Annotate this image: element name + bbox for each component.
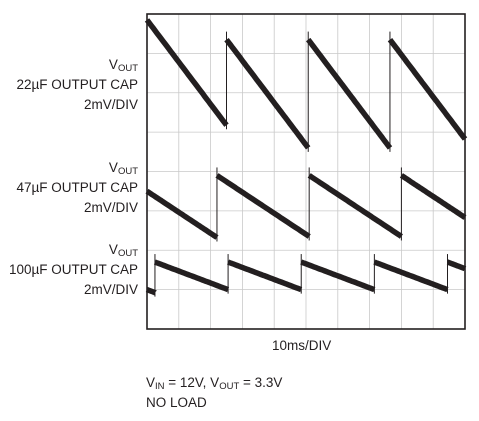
trace-2 [145, 167, 467, 242]
trace-label-vout-sub: OUT [117, 248, 138, 259]
conditions-line-1: VIN = 12V, VOUT = 3.3V [146, 375, 282, 395]
trace-segment [387, 37, 468, 141]
trace-segment [300, 259, 376, 293]
trace-segment [307, 173, 403, 239]
trace-label-vout: V [108, 160, 118, 175]
trace-label-scale: 2mV/DIV [83, 97, 138, 112]
trace-segment [306, 37, 393, 150]
trace-segment [227, 259, 303, 293]
cond-vout-value: = 3.3V [239, 375, 283, 390]
x-axis-label: 10ms/DIV [272, 338, 332, 353]
cond-vout: = 12V, V [164, 375, 220, 390]
trace-segment [144, 18, 229, 127]
trace-1 [144, 18, 468, 152]
cond-vin-sub: IN [155, 381, 165, 392]
trace-segment [373, 259, 449, 293]
trace-segment [153, 259, 230, 293]
trace-segment [145, 188, 219, 240]
trace-label-vout: V [108, 57, 118, 72]
trace-label-cap: 100µF OUTPUT CAP [8, 262, 138, 277]
trace-segment [399, 173, 467, 220]
trace-segment [224, 37, 311, 150]
trace-label-47uf: VOUT 47µF OUTPUT CAP 2mV/DIV [16, 158, 138, 218]
cond-vin: V [146, 375, 156, 390]
conditions-line-2: NO LOAD [146, 395, 207, 410]
trace-segment [144, 286, 158, 296]
trace-label-cap: 47µF OUTPUT CAP [16, 180, 138, 195]
trace-label-22uf: VOUT 22µF OUTPUT CAP 2mV/DIV [16, 55, 138, 115]
trace-label-cap: 22µF OUTPUT CAP [16, 77, 138, 92]
traces [144, 18, 468, 297]
trace-label-100uf: VOUT 100µF OUTPUT CAP 2mV/DIV [9, 240, 138, 300]
trace-label-scale: 2mV/DIV [83, 200, 138, 215]
trace-segment [445, 259, 468, 272]
test-conditions: VIN = 12V, VOUT = 3.3V NO LOAD [146, 375, 282, 411]
grid [146, 13, 466, 330]
cond-vout-sub: OUT [219, 381, 240, 392]
trace-3 [144, 254, 468, 297]
trace-label-scale: 2mV/DIV [83, 282, 138, 297]
plot-frame [146, 13, 466, 330]
trace-label-vout: V [108, 242, 118, 257]
trace-segment [215, 173, 311, 239]
trace-label-vout-sub: OUT [117, 166, 138, 177]
trace-label-vout-sub: OUT [117, 63, 138, 74]
